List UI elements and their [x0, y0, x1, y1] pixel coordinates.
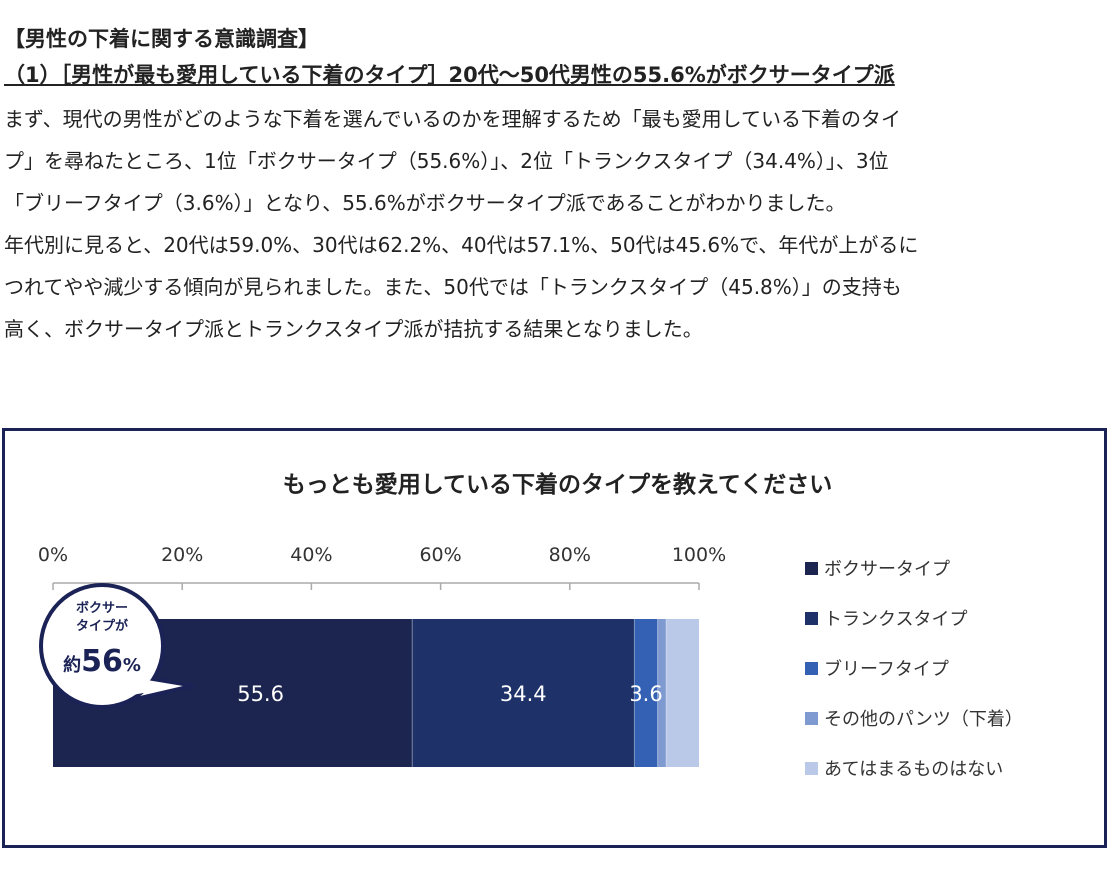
callout-badge: ボクサー タイプが 約56% — [39, 583, 194, 709]
legend-item: ボクサータイプ — [805, 543, 1023, 593]
legend-item: あてはまるものはない — [805, 743, 1023, 793]
axis-ticks: 0% 20% 40% 60% 80% 100% — [38, 544, 726, 590]
x-tick-label: 100% — [672, 544, 726, 566]
stacked-bar-chart: 0% 20% 40% 60% 80% 100% 55.6 34.4 3.6 ボクサー タイプが… — [38, 544, 726, 767]
chart-panel: もっとも愛用している下着のタイプを教えてください 0% 20% 40% 60% 80% 1… — [2, 428, 1107, 848]
legend-swatch — [805, 561, 818, 575]
x-tick-label: 20% — [161, 544, 203, 566]
x-tick-label: 60% — [419, 544, 461, 566]
callout-unit: % — [123, 655, 141, 676]
bar-value-label: 34.4 — [500, 682, 547, 706]
callout-prefix: 約 — [63, 654, 81, 676]
bar-segment — [412, 619, 635, 767]
paragraph-line: プ」を尋ねたところ、1位「ボクサータイプ（55.6%）」、2位「トランクスタイプ… — [4, 149, 889, 173]
x-tick-label: 0% — [38, 544, 68, 566]
chart-title: もっとも愛用している下着のタイプを教えてください — [282, 472, 833, 498]
x-tick-label: 80% — [549, 544, 591, 566]
paragraph-line: 高く、ボクサータイプ派とトランクスタイプ派が拮抗する結果となりました。 — [4, 317, 703, 341]
callout-value: 56 — [81, 644, 123, 679]
bar-value-label: 3.6 — [629, 682, 662, 706]
article-heading: 【男性の下着に関する意識調査】 — [4, 27, 319, 51]
article-subheading: （1）［男性が最も愛用している下着のタイプ］20代～50代男性の55.6%がボク… — [4, 63, 895, 87]
legend-swatch — [805, 661, 818, 675]
callout-line1: ボクサー — [76, 600, 128, 616]
callout-line2: タイプが — [76, 618, 128, 634]
bar-segment — [657, 619, 667, 767]
legend-item: その他のパンツ（下着） — [805, 693, 1023, 743]
svg-text:約56%: 約56% — [63, 644, 141, 679]
callout-circle — [39, 583, 165, 709]
bar-segment — [634, 619, 658, 767]
article: 【男性の下着に関する意識調査】 （1）［男性が最も愛用している下着のタイプ］20… — [4, 22, 1109, 350]
legend-swatch — [805, 761, 818, 775]
legend-item: ブリーフタイプ — [805, 643, 1023, 693]
paragraph-line: つれてやや減少する傾向が見られました。また、50代では「トランクスタイプ（45.… — [4, 275, 902, 299]
chart-legend: ボクサータイプ トランクスタイプ ブリーフタイプその他のパンツ（下着） あてはまるもの… — [805, 543, 1023, 793]
paragraph-line: 「ブリーフタイプ（3.6%）」となり、55.6%がボクサータイプ派であることがわ… — [4, 191, 846, 215]
bar-labels: 55.6 34.4 3.6 — [237, 682, 663, 706]
x-tick-label: 40% — [290, 544, 332, 566]
article-paragraph: まず、現代の男性がどのような下着を選んでいるのかを理解するため「最も愛用している… — [4, 98, 1109, 350]
legend-label: ブリーフタイプ — [824, 659, 949, 680]
bar-value-label: 55.6 — [237, 682, 284, 706]
paragraph-line: まず、現代の男性がどのような下着を選んでいるのかを理解するため「最も愛用している… — [4, 107, 901, 131]
legend-label: ボクサータイプ — [824, 559, 950, 580]
paragraph-line: 年代別に見ると、20代は59.0%、30代は62.2%、40代は57.1%、50… — [4, 233, 919, 257]
legend-label: あてはまるものはない — [824, 759, 1004, 780]
legend-label: トランクスタイプ — [824, 609, 968, 630]
legend-swatch — [805, 611, 818, 625]
legend-swatch — [805, 711, 818, 725]
bar-segment — [666, 619, 699, 767]
legend-item: トランクスタイプ — [805, 593, 1023, 643]
legend-label: その他のパンツ（下着） — [824, 709, 1023, 730]
